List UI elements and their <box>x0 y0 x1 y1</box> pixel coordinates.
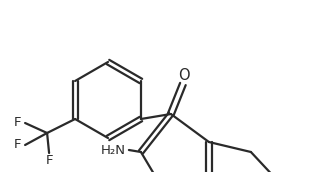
Text: F: F <box>13 116 21 130</box>
Text: H₂N: H₂N <box>100 143 126 157</box>
Text: F: F <box>45 154 53 168</box>
Text: O: O <box>178 68 190 83</box>
Text: F: F <box>13 138 21 152</box>
